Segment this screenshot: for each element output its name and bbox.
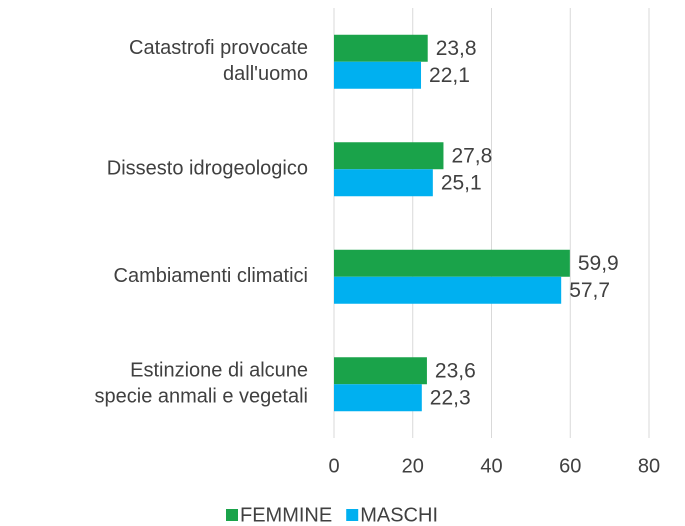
bar — [334, 384, 422, 412]
value-label: 22,3 — [430, 386, 471, 409]
legend-swatch — [226, 509, 238, 521]
bar — [334, 357, 427, 385]
category-label: Cambiamenti climatici — [114, 265, 309, 287]
category-label: Catastrofi provocate dall'uomo — [129, 37, 308, 85]
x-tick-label: 80 — [638, 455, 660, 477]
bar — [334, 34, 428, 62]
legend-label: MASCHI — [360, 504, 438, 526]
x-tick-label: 0 — [328, 455, 339, 477]
x-tick-label: 60 — [559, 455, 581, 477]
x-tick-label: 40 — [480, 455, 502, 477]
bar — [334, 249, 570, 277]
value-label: 57,7 — [569, 279, 610, 302]
bar — [334, 276, 562, 304]
category-label: Dissesto idrogeologico — [107, 158, 308, 180]
bar — [334, 142, 444, 170]
category-label: Estinzione di alcune specie anmali e vege… — [95, 360, 308, 408]
legend-swatch — [346, 509, 359, 521]
bar — [334, 61, 422, 89]
value-label: 22,1 — [429, 64, 470, 87]
bar — [334, 169, 433, 197]
value-label: 23,6 — [435, 359, 476, 382]
value-label: 23,8 — [436, 37, 477, 60]
legend-label: FEMMINE — [240, 504, 332, 526]
value-label: 27,8 — [451, 144, 492, 167]
x-tick-label: 20 — [402, 455, 424, 477]
value-label: 59,9 — [578, 252, 619, 275]
value-label: 25,1 — [441, 171, 482, 194]
